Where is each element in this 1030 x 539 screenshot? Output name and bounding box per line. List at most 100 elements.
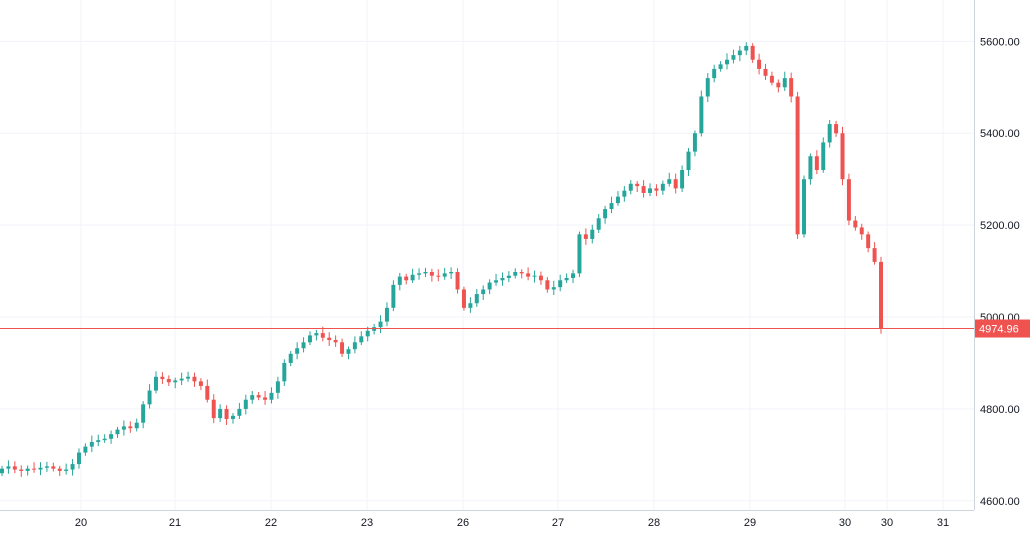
candle [699,90,704,137]
candle-body [378,321,383,328]
candle-body [173,380,178,383]
candle [275,376,280,399]
candle-body [314,333,319,336]
candle-body [96,440,101,442]
candle [789,72,794,103]
candle [725,53,730,70]
candle [243,394,248,415]
candle-body [0,468,4,474]
candle-body [615,196,620,204]
candle-body [25,468,30,471]
x-tick-label: 29 [744,517,756,529]
candle [0,465,4,476]
candle-body [513,272,518,276]
candle-body [795,96,800,235]
candle [853,215,858,231]
candle-body [789,78,794,97]
candle-body [519,272,524,274]
candle [410,268,415,284]
candle [44,461,49,472]
candle [256,391,261,401]
candle [583,228,588,245]
x-tick-label: 21 [169,517,181,529]
candle [218,404,223,422]
candle [487,279,492,295]
candle [64,463,69,475]
candle [32,462,37,473]
candle [442,267,447,280]
candle-body [442,273,447,277]
candle [166,375,171,386]
candle-body [320,333,325,338]
x-tick-label: 22 [265,517,277,529]
candle-body [166,379,171,383]
candle-body [827,124,832,143]
candle [705,73,710,102]
candle-body [384,307,389,322]
candle-body [474,294,479,304]
candle [834,120,839,137]
candle-body [564,277,569,281]
candle [186,371,191,382]
candle-body [282,362,287,382]
axis-layer: 4600.004800.005000.005200.005400.005600.… [0,0,1020,529]
candle [307,331,312,346]
candle [282,359,287,386]
candle [744,42,749,56]
y-tick-label: 4600.00 [980,496,1020,508]
candle-body [628,183,633,191]
candle [429,268,434,282]
candle-body [481,289,486,295]
candle [680,165,685,193]
candle-body [846,179,851,221]
candle-body [769,75,774,83]
candle-body [821,142,826,170]
candle-body [834,124,839,134]
candle [288,351,293,367]
candle-body [44,466,49,468]
x-tick-label: 31 [937,517,949,529]
candle [153,371,158,394]
candle-body [725,59,730,65]
candle [526,267,531,281]
candle-body [879,261,883,329]
candle [70,459,75,476]
candle [314,329,319,341]
candle-body [141,404,146,423]
candle [269,387,274,404]
candle [494,273,499,286]
candle [879,256,883,334]
candle [128,421,133,433]
candle [192,372,197,387]
candle [461,286,466,311]
candle [102,434,107,443]
candle [57,465,62,476]
candle [173,377,178,389]
candle-body [545,280,550,290]
candle [506,271,511,283]
candle [795,91,800,239]
candle [89,435,94,453]
candle [38,462,43,476]
candle [692,130,697,157]
candle [404,273,409,285]
candle-body [147,390,152,405]
candle [776,79,781,93]
candle-body [391,284,396,308]
candle-body [590,229,595,239]
y-tick-label: 5600.00 [980,36,1020,48]
candle [179,372,184,386]
candle-body [134,422,139,429]
candle-body [596,218,601,230]
candle-body [243,399,248,409]
candle [6,460,11,474]
candle-body [571,273,576,278]
candle [474,289,479,307]
candle [359,331,364,346]
candle-body [410,274,415,281]
candle-body [301,342,306,349]
candle-body [859,227,864,235]
candle [320,326,325,342]
